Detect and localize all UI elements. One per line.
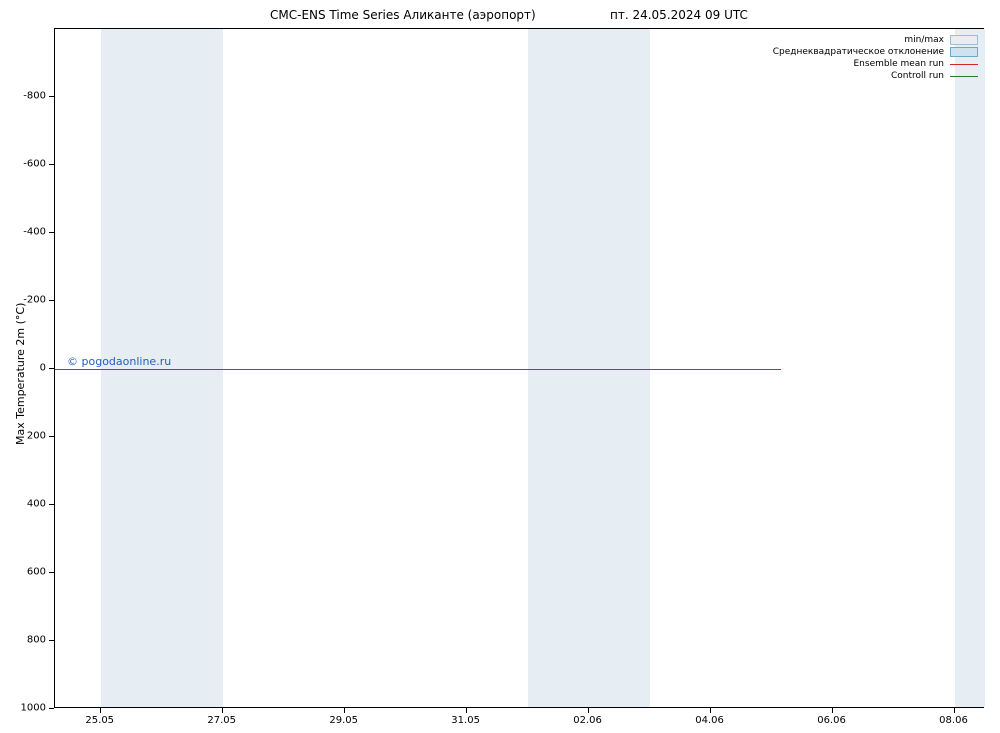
x-tick-label: 04.06 (695, 715, 724, 726)
y-tick-label: -200 (23, 295, 46, 306)
y-tick-label: 800 (27, 635, 46, 646)
chart-title-left: CMC-ENS Time Series Аликанте (аэропорт) (270, 8, 536, 22)
legend-swatch (950, 35, 978, 45)
legend: min/max Среднеквадратическое отклонение En… (773, 34, 978, 82)
legend-entry: Controll run (773, 70, 978, 82)
x-tick-label: 06.06 (817, 715, 846, 726)
y-tick-label: -800 (23, 91, 46, 102)
y-tick-mark (49, 164, 54, 165)
watermark: © pogodaonline.ru (67, 355, 171, 368)
controll-run-line (55, 369, 781, 370)
y-tick-label: -600 (23, 159, 46, 170)
legend-swatch (950, 59, 978, 69)
x-tick-label: 08.06 (939, 715, 968, 726)
weekend-band (955, 29, 985, 707)
y-tick-mark (49, 436, 54, 437)
legend-label: Среднеквадратическое отклонение (773, 47, 944, 57)
legend-entry: min/max (773, 34, 978, 46)
x-tick-label: 31.05 (451, 715, 480, 726)
legend-entry: Ensemble mean run (773, 58, 978, 70)
x-tick-label: 27.05 (207, 715, 236, 726)
legend-entry: Среднеквадратическое отклонение (773, 46, 978, 58)
weekend-band (528, 29, 650, 707)
x-tick-mark (588, 708, 589, 713)
y-tick-label: 600 (27, 567, 46, 578)
y-tick-mark (49, 232, 54, 233)
y-axis-label: Max Temperature 2m (°C) (14, 303, 27, 445)
x-tick-mark (466, 708, 467, 713)
y-tick-label: 400 (27, 499, 46, 510)
chart-container: CMC-ENS Time Series Аликанте (аэропорт) … (0, 0, 1000, 733)
y-tick-mark (49, 504, 54, 505)
legend-swatch (950, 47, 978, 57)
y-tick-label: 200 (27, 431, 46, 442)
y-tick-label: 0 (40, 363, 46, 374)
x-tick-mark (100, 708, 101, 713)
legend-label: Ensemble mean run (854, 59, 945, 69)
y-tick-mark (49, 300, 54, 301)
y-tick-mark (49, 640, 54, 641)
y-tick-mark (49, 96, 54, 97)
y-tick-mark (49, 708, 54, 709)
x-tick-mark (832, 708, 833, 713)
legend-swatch (950, 71, 978, 81)
x-tick-label: 02.06 (573, 715, 602, 726)
legend-label: min/max (904, 35, 944, 45)
x-tick-label: 29.05 (329, 715, 358, 726)
y-tick-mark (49, 368, 54, 369)
x-tick-mark (954, 708, 955, 713)
plot-area: © pogodaonline.ru (54, 28, 984, 708)
y-tick-mark (49, 572, 54, 573)
y-tick-label: -400 (23, 227, 46, 238)
x-tick-mark (222, 708, 223, 713)
x-tick-mark (344, 708, 345, 713)
legend-label: Controll run (891, 71, 944, 81)
y-tick-label: 1000 (21, 703, 46, 714)
x-tick-label: 25.05 (85, 715, 114, 726)
weekend-band (101, 29, 223, 707)
x-tick-mark (710, 708, 711, 713)
chart-title-right: пт. 24.05.2024 09 UTC (610, 8, 748, 22)
